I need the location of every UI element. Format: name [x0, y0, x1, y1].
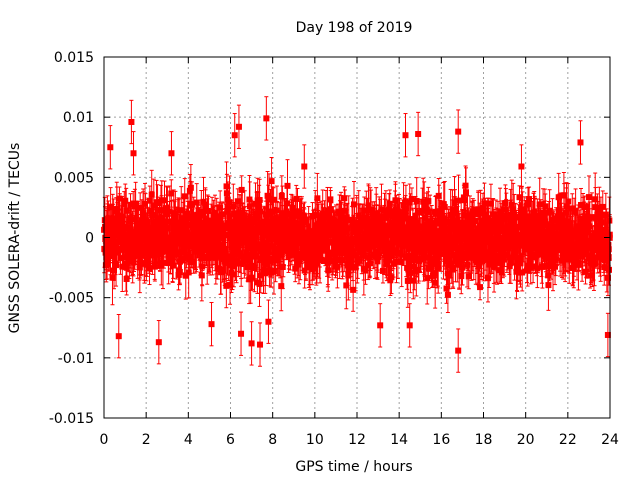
chart: 0 2 4 6 8 10 12 14 16 18 20 22 24 -0.015-0.01-0.0050… — [7, 20, 619, 475]
